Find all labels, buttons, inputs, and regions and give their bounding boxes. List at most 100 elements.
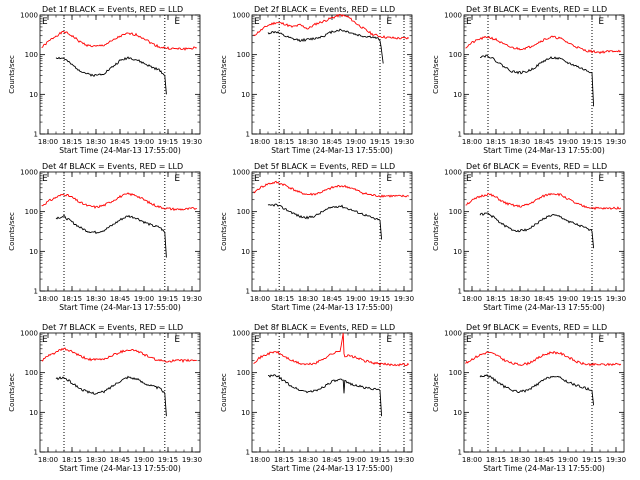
panel-title: Det 6f BLACK = Events, RED = LLD <box>466 162 607 171</box>
x-tick-label: 18:30 <box>298 295 318 303</box>
x-tick-label: 18:30 <box>86 295 106 303</box>
x-tick-label: 18:45 <box>322 138 342 146</box>
x-tick-label: 18:15 <box>62 456 82 464</box>
x-tick-label: 18:00 <box>462 295 482 303</box>
e-marker: E <box>386 17 392 27</box>
e-marker: E <box>174 174 180 184</box>
series-line-events <box>267 203 383 240</box>
x-tick-label: 19:30 <box>394 138 414 146</box>
x-tick-label: 19:30 <box>394 456 414 464</box>
x-axis-label: Start Time (24-Mar-13 17:55:00) <box>59 146 181 155</box>
x-tick-label: 19:00 <box>346 138 366 146</box>
y-tick-label: 10 <box>453 91 462 99</box>
x-tick-label: 18:00 <box>38 138 58 146</box>
x-axis-label: Start Time (24-Mar-13 17:55:00) <box>483 303 605 312</box>
y-tick-label: 100 <box>237 369 250 377</box>
x-tick-label: 19:15 <box>582 138 602 146</box>
y-tick-label: 1000 <box>444 169 462 177</box>
x-tick-label: 18:00 <box>38 456 58 464</box>
series-line-events <box>55 214 167 258</box>
x-axis-label: Start Time (24-Mar-13 17:55:00) <box>59 464 181 473</box>
y-tick-label: 100 <box>449 51 462 59</box>
x-tick-label: 18:45 <box>322 456 342 464</box>
x-tick-label: 18:30 <box>298 456 318 464</box>
x-tick-label: 19:00 <box>346 295 366 303</box>
x-tick-label: 19:15 <box>582 295 602 303</box>
x-tick-label: 19:00 <box>558 295 578 303</box>
x-tick-label: 19:30 <box>606 138 626 146</box>
y-tick-label: 10 <box>453 409 462 417</box>
x-axis-label: Start Time (24-Mar-13 17:55:00) <box>271 464 393 473</box>
y-axis-label: Counts/sec <box>8 212 16 251</box>
x-tick-label: 19:00 <box>134 295 154 303</box>
y-tick-label: 1 <box>34 288 38 296</box>
y-axis-label: Counts/sec <box>220 373 228 412</box>
x-tick-label: 19:15 <box>158 456 178 464</box>
x-axis-label: Start Time (24-Mar-13 17:55:00) <box>483 464 605 473</box>
plot-frame <box>251 332 413 453</box>
x-tick-label: 19:00 <box>558 456 578 464</box>
series-line-lld <box>253 180 410 198</box>
y-tick-label: 10 <box>241 91 250 99</box>
e-marker: E <box>42 174 48 184</box>
y-tick-label: 10 <box>29 409 38 417</box>
series-line-lld <box>41 31 197 51</box>
e-marker: E <box>598 335 604 345</box>
series-line-lld <box>41 192 197 212</box>
plot-frame <box>251 171 413 292</box>
y-tick-label: 100 <box>237 51 250 59</box>
x-tick-label: 18:15 <box>486 456 506 464</box>
y-tick-label: 100 <box>449 208 462 216</box>
series-line-lld <box>253 332 410 367</box>
y-tick-label: 1 <box>246 449 250 457</box>
x-tick-label: 18:15 <box>486 138 506 146</box>
series-line-events <box>268 374 383 417</box>
y-axis-label: Counts/sec <box>432 55 440 94</box>
x-tick-label: 18:00 <box>250 456 270 464</box>
e-marker: E <box>466 17 472 27</box>
y-axis-label: Counts/sec <box>220 55 228 94</box>
y-tick-label: 1 <box>34 131 38 139</box>
panel-title: Det 3f BLACK = Events, RED = LLD <box>466 5 607 14</box>
y-tick-label: 10 <box>29 91 38 99</box>
y-axis-label: Counts/sec <box>220 212 228 251</box>
e-marker: E <box>174 17 180 27</box>
panel-title: Det 8f BLACK = Events, RED = LLD <box>254 323 395 332</box>
plot-frame <box>39 14 201 135</box>
x-tick-label: 18:15 <box>274 138 294 146</box>
panel-title: Det 9f BLACK = Events, RED = LLD <box>466 323 607 332</box>
x-tick-label: 18:15 <box>62 295 82 303</box>
x-tick-label: 18:00 <box>250 138 270 146</box>
x-tick-label: 19:15 <box>370 456 390 464</box>
x-tick-label: 19:15 <box>370 295 390 303</box>
y-axis-label: Counts/sec <box>8 373 16 412</box>
y-tick-label: 1 <box>34 449 38 457</box>
x-tick-label: 18:30 <box>86 138 106 146</box>
x-tick-label: 19:00 <box>134 456 154 464</box>
y-tick-label: 1 <box>458 449 462 457</box>
x-axis-label: Start Time (24-Mar-13 17:55:00) <box>271 303 393 312</box>
x-tick-label: 19:30 <box>182 138 202 146</box>
plot-frame <box>39 171 201 292</box>
x-tick-label: 19:30 <box>182 295 202 303</box>
panel-det-3: Det 3f BLACK = Events, RED = LLD 1 10 100 10… <box>432 5 626 155</box>
panel-det-4: Det 4f BLACK = Events, RED = LLD 1 10 100 10… <box>8 162 202 312</box>
e-marker: E <box>254 174 260 184</box>
x-tick-label: 19:15 <box>158 138 178 146</box>
y-axis-label: Counts/sec <box>432 373 440 412</box>
panel-det-1: Det 1f BLACK = Events, RED = LLD 1 10 100 10… <box>8 5 202 155</box>
series-line-events <box>480 54 595 107</box>
e-marker: E <box>386 174 392 184</box>
x-tick-label: 18:00 <box>250 295 270 303</box>
x-tick-label: 18:00 <box>462 138 482 146</box>
y-tick-label: 100 <box>237 208 250 216</box>
panel-title: Det 5f BLACK = Events, RED = LLD <box>254 162 395 171</box>
panel-det-6: Det 6f BLACK = Events, RED = LLD 1 10 100 10… <box>432 162 626 312</box>
series-line-lld <box>465 35 622 55</box>
x-tick-label: 19:30 <box>606 295 626 303</box>
y-tick-label: 1 <box>458 288 462 296</box>
x-tick-label: 18:00 <box>38 295 58 303</box>
e-marker: E <box>466 174 472 184</box>
y-tick-label: 10 <box>241 248 250 256</box>
